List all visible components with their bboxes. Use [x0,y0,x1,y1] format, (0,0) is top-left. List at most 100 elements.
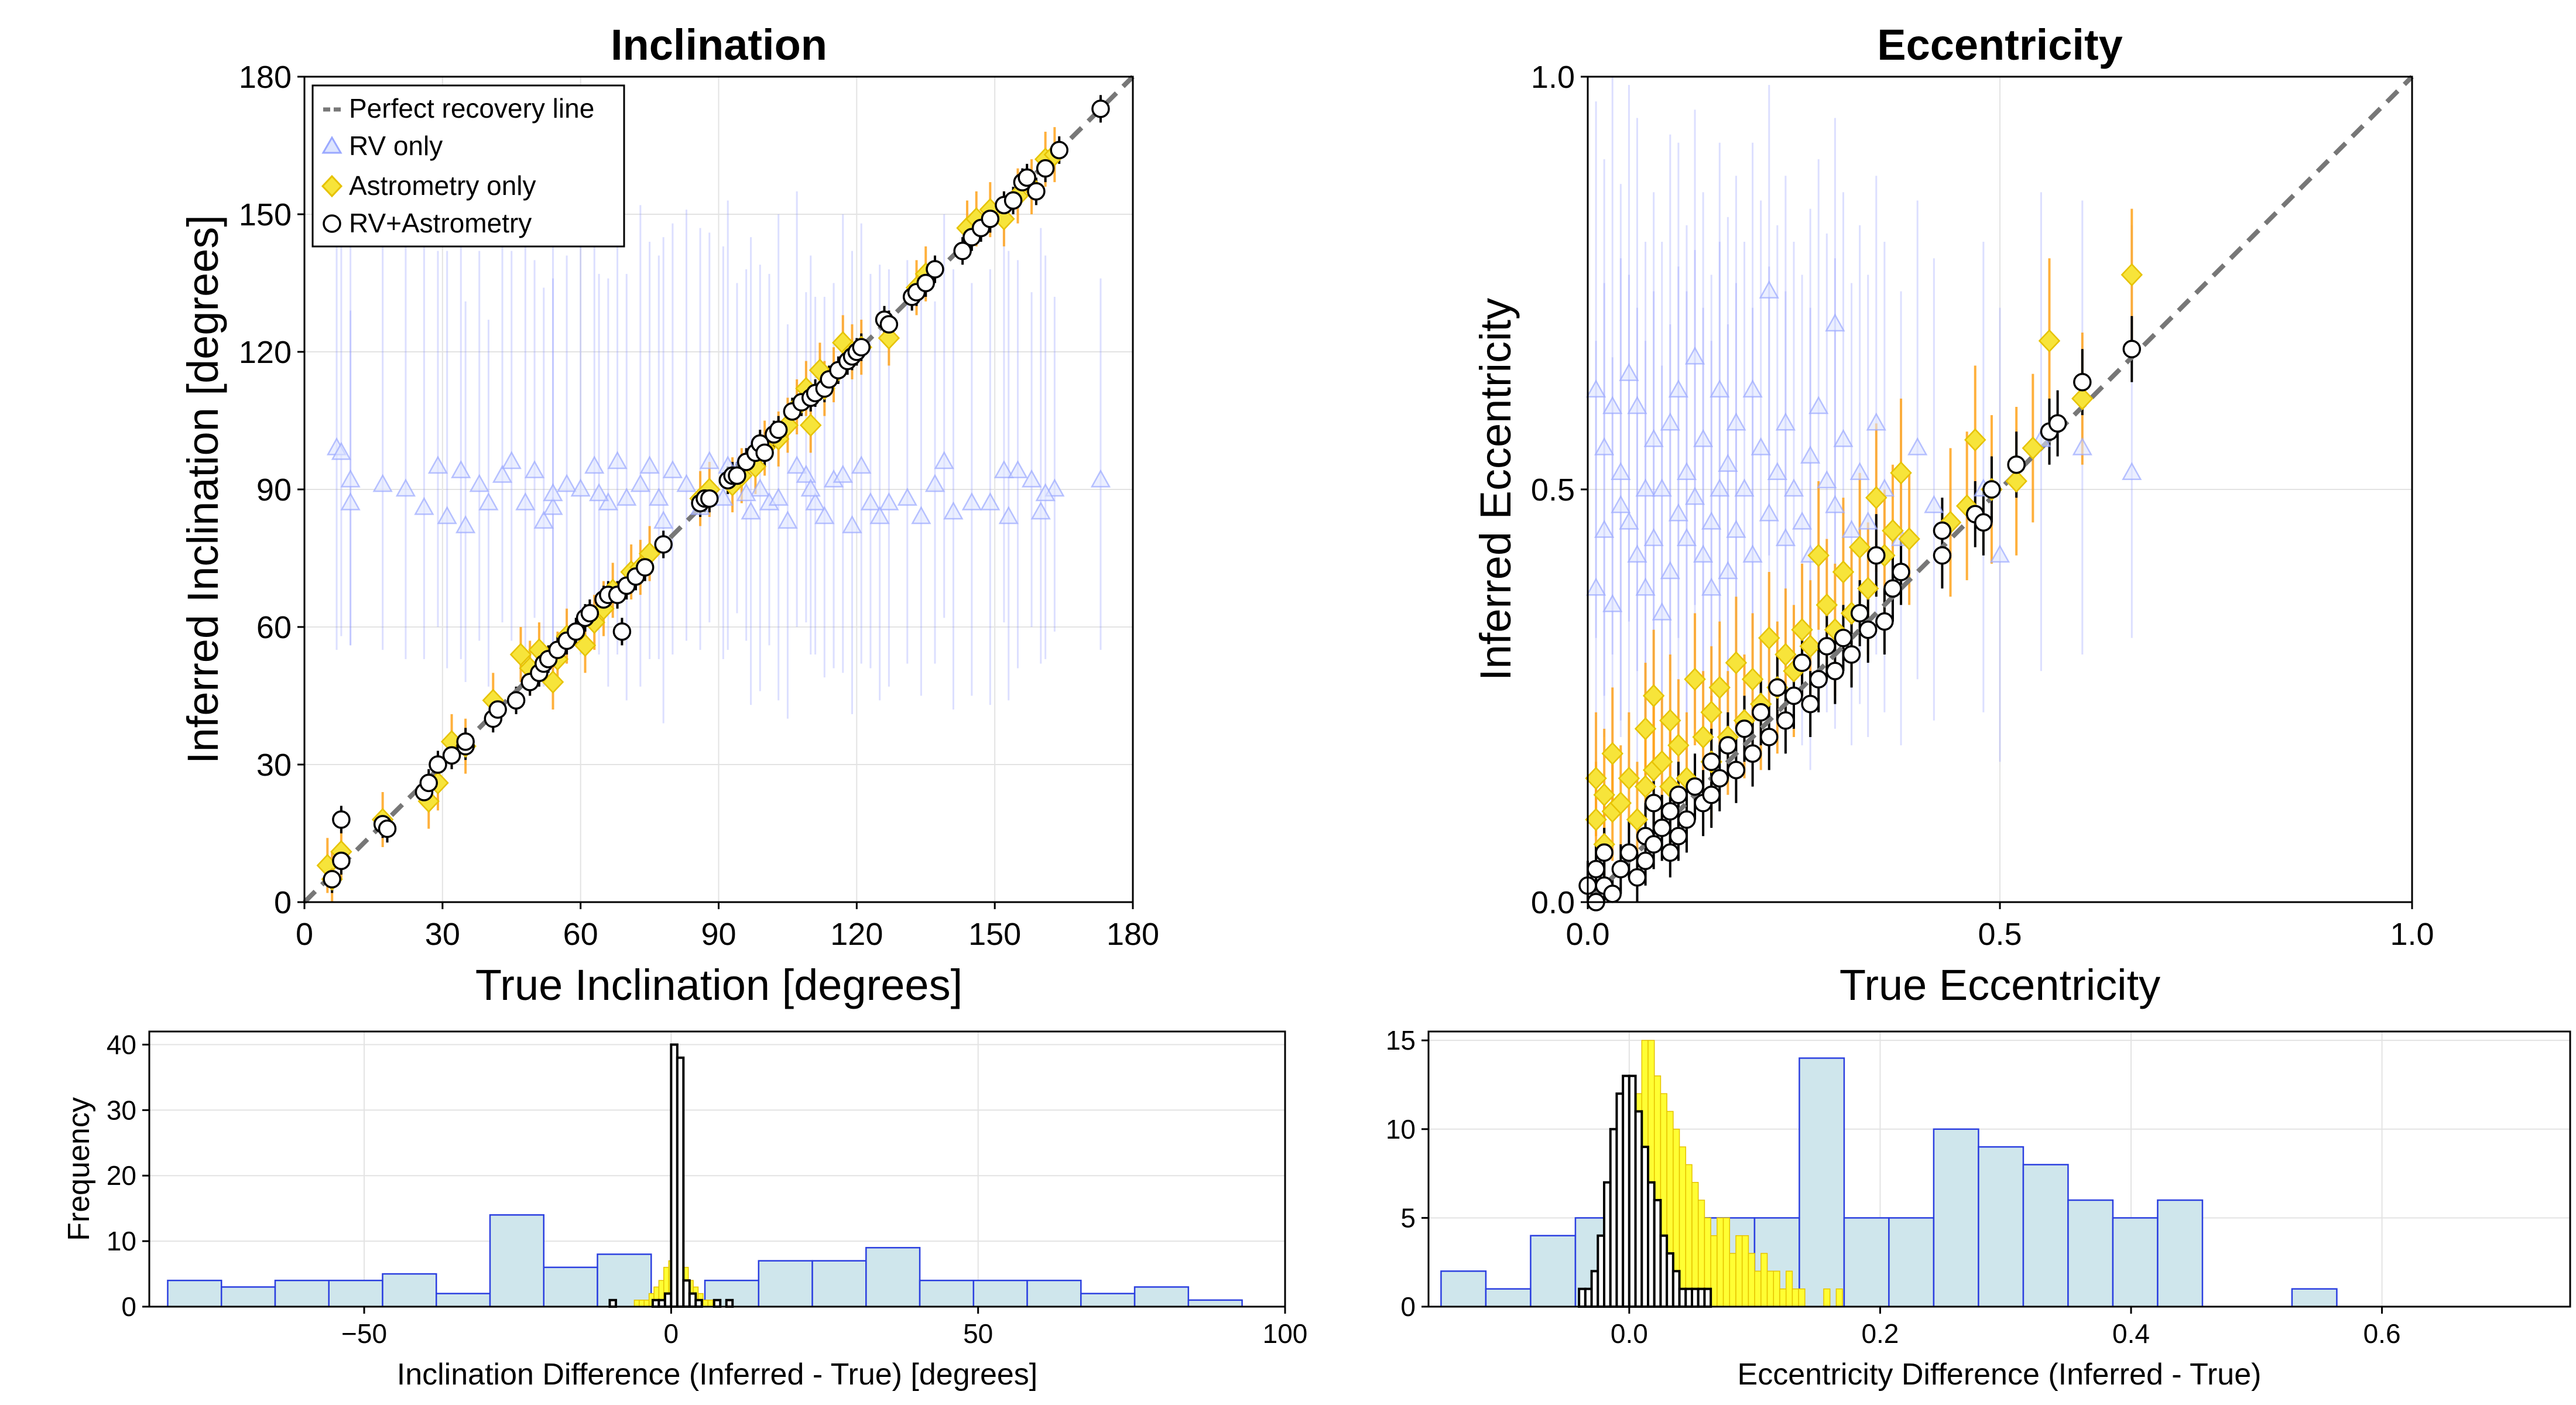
combined-point [1817,637,1837,656]
astrometry-point [1832,560,1855,584]
rv-histogram-bar [919,1279,975,1308]
combined-point [2007,455,2026,474]
combined-point [1050,140,1068,160]
rv-point [1775,528,1796,546]
combined-point [419,773,438,793]
rv-point [1775,412,1796,431]
eccentricity-tick-labels: 0.0 0.5 1.0 0.0 0.5 1.0 [1531,60,2434,952]
astrometry-point [1857,577,1879,601]
combined-point [1661,843,1680,862]
inclination-rv-errorbars [335,187,1102,724]
rv-point [1751,437,1771,455]
rv-histogram-bar [489,1214,545,1308]
inclination-histogram-combined-bars [608,1043,734,1308]
rv-point [533,510,554,529]
combined-point [1751,702,1770,722]
combined-point [1710,769,1729,788]
inclination-histogram-y-axis-label: Frequency [62,1097,96,1241]
rv-point [961,492,982,510]
rv-histogram-bar [1978,1146,2025,1308]
rv-point [833,464,853,483]
combined-point [1982,480,2001,499]
combined-point [1892,563,1910,581]
rv-point [543,483,563,502]
astrometry-point [2121,263,2143,287]
rv-histogram-bar [220,1286,276,1308]
rv-point [1635,478,1656,497]
astrometry-point [1601,742,1623,766]
rv-point [1767,462,1787,481]
astrometry-point [1725,651,1748,674]
rv-point [1602,594,1623,612]
combined-point [1974,513,1993,532]
astrometry-histogram-bar [1735,1235,1743,1307]
rv-histogram-bar [597,1253,652,1308]
astrometry-point [1848,535,1871,559]
rv-histogram-bar [167,1279,222,1308]
combined-point [981,210,1000,228]
rv-point [372,474,393,492]
x-tick-label: 120 [830,917,883,952]
combined-point [1702,785,1721,804]
rv-point [741,501,761,520]
astrometry-histogram-bar [707,1300,714,1307]
inclination-tick-labels: 0 30 60 90 120 150 180 0 30 60 90 120 150 180 [239,60,1159,952]
combined-point [1027,182,1046,201]
rv-point [501,451,522,470]
astrometry-histogram-bar [1722,1217,1731,1307]
combined-point [1603,885,1622,903]
combined-point [1842,645,1861,664]
rv-point [630,474,650,492]
rv-point [1800,446,1821,464]
combined-point [1883,579,1902,598]
rv-point [1989,544,2010,563]
combined-point [1933,521,1952,540]
inclination-histogram-tick-labels: −50 0 50 100 0 10 20 30 40 [107,1029,1308,1349]
rv-point [1652,478,1672,497]
rv-histogram-bar [1799,1057,1845,1308]
combined-point [1644,794,1663,813]
combined-point [852,338,871,357]
combined-histogram-bar [725,1298,734,1308]
rv-point [1627,396,1647,414]
y-tick-label: 0 [1400,1291,1416,1322]
combined-point [916,273,935,293]
astrometry-histogram-bar [1823,1288,1831,1307]
astrometry-point [1667,734,1690,757]
rv-point [1643,528,1664,546]
y-tick-label: 40 [107,1029,136,1060]
combined-point [953,241,972,261]
astrometry-point [2005,470,2027,493]
x-tick-label: 0.0 [1611,1318,1648,1349]
legend: Perfect recovery line RV only Astrometry… [311,84,625,248]
rv-point [814,506,835,525]
x-tick-label: 150 [968,917,1021,952]
eccentricity-y-axis-label: Inferred Eccentricity [1471,298,1520,681]
rv-point [713,488,734,506]
rv-point [777,510,798,529]
astrometry-point [509,643,532,666]
rv-point [1619,511,1639,530]
astrometry-point [1758,626,1780,650]
eccentricity-histogram-tick-labels: 0.0 0.2 0.4 0.6 0 5 10 15 [1386,1025,2401,1349]
rv-point [699,451,720,470]
rv-point [524,460,545,478]
rv-histogram-bar [1530,1235,1577,1308]
rv-point [1791,511,1813,530]
x-tick-label: 180 [1107,917,1159,952]
rv-histogram-bar [1026,1279,1082,1308]
x-tick-label: 60 [563,917,598,952]
astrometry-point [2071,387,2094,410]
rv-point [437,506,457,525]
legend-circle-icon [323,214,341,233]
rv-histogram-bar [1440,1270,1487,1308]
rv-point [492,464,513,483]
rv-point [1008,460,1028,478]
combined-point [506,691,526,710]
astrometry-point [1791,618,1813,642]
combined-point [700,489,719,508]
astrometry-histogram-bar [1835,1288,1843,1307]
rv-point [451,460,471,478]
astrometry-point [574,633,597,657]
astrometry-histogram-bar [1754,1270,1762,1307]
